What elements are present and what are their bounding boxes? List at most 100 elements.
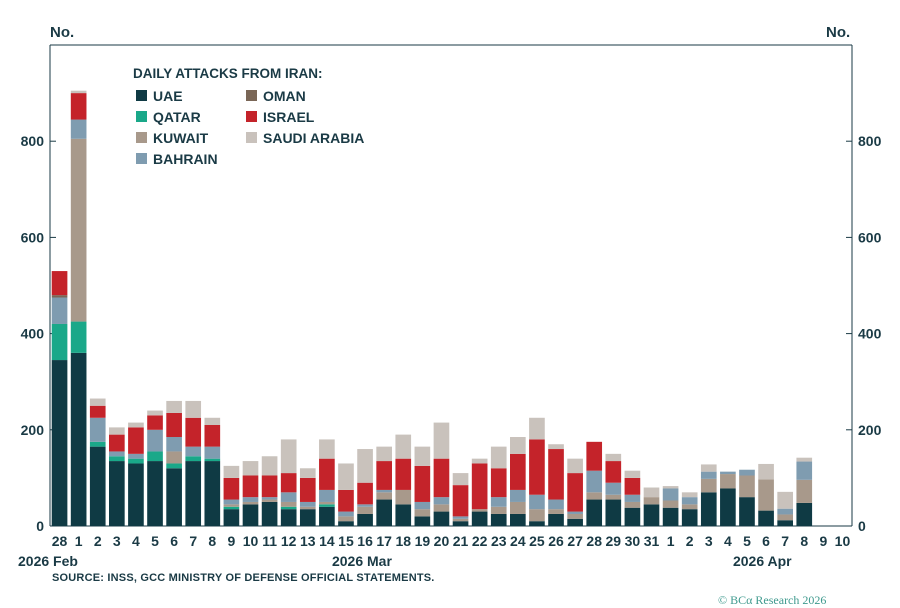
bar-segment-israel [567,473,583,512]
x-tick-label: 16 [357,533,373,549]
bar-segment-saudi-arabia [338,463,354,490]
legend-label-oman: OMAN [263,88,306,104]
x-tick-label: 9 [228,533,236,549]
bar-segment-saudi-arabia [204,417,221,425]
x-tick-label: 8 [800,533,808,549]
bar-segment-saudi-arabia [777,491,793,509]
bar-segment-saudi-arabia [89,398,106,406]
bar-segment-kuwait [280,501,297,507]
bar-segment-kuwait [529,509,545,522]
legend-label-israel: ISRAEL [263,109,315,125]
legend-label-saudi-arabia: SAUDI ARABIA [263,130,364,146]
bar-segment-kuwait [242,501,259,505]
x-tick-label: 2 [94,533,102,549]
bar-segment-bahrain [70,119,87,139]
bar-segment-kuwait [796,479,813,503]
bar-segment-oman [51,295,68,298]
bar-segment-bahrain [567,511,583,514]
bar-segment-saudi-arabia [299,468,316,478]
x-tick-label: 11 [262,533,277,549]
bar-segment-kuwait [586,492,603,500]
bar-segment-israel [319,458,335,490]
source-note: SOURCE: INSS, GCC MINISTRY OF DEFENSE OF… [52,572,435,584]
bar-segment-uae [681,509,698,526]
bar-segment-bahrain [586,470,603,493]
y-axis-title-left: No. [50,24,75,41]
bar-segment-saudi-arabia [433,422,450,459]
bar-segment-qatar [147,451,163,462]
bar-segment-saudi-arabia [490,446,507,469]
bar-segment-bahrain [299,501,316,507]
bar-segment-bahrain [624,494,641,502]
y-tick-label-right: 200 [858,422,882,438]
bar-segment-bahrain [357,504,373,507]
bar-segment-qatar [319,504,335,507]
x-tick-label: 17 [376,533,392,549]
bar-segment-saudi-arabia [185,400,202,418]
x-tick-label: 5 [743,533,751,549]
bar-segment-saudi-arabia [109,427,125,435]
bar-segment-qatar [223,506,240,510]
bar-segment-uae [700,492,717,526]
bar-segment-kuwait [700,478,717,493]
x-tick-label: 4 [132,533,140,549]
bar-segment-saudi-arabia [376,446,392,462]
bar-segment-uae [643,504,660,526]
bar-segment-uae [471,511,488,526]
bar-segment-israel [548,449,564,500]
bar-segment-uae [758,510,774,526]
bar-segment-bahrain [280,492,297,502]
x-tick-label: 5 [151,533,159,549]
x-tick-label: 18 [395,533,411,549]
bar-segment-uae [510,513,526,526]
bar-segment-israel [166,412,182,438]
bar-segment-israel [452,485,469,517]
bar-segment-kuwait [223,504,240,507]
bar-segment-israel [109,434,125,452]
bar-segment-kuwait [471,509,488,512]
x-tick-label: 28 [586,533,602,549]
bar-segment-bahrain [89,417,106,442]
bar-segment-kuwait [319,501,335,505]
bar-segment-qatar [204,458,221,462]
bar-segment-saudi-arabia [643,487,660,498]
bar-segment-kuwait [605,494,622,500]
bar-segment-qatar [185,456,202,462]
bar-segment-israel [433,458,450,498]
bar-segment-bahrain [510,489,526,502]
bar-segment-bahrain [662,488,679,501]
legend-label-bahrain: BAHRAIN [153,151,218,167]
bar-segment-saudi-arabia [280,439,297,474]
bar-segment-saudi-arabia [261,456,278,476]
bar-segment-uae [319,506,335,526]
y-tick-label-right: 800 [858,133,882,149]
bar-segment-bahrain [185,446,202,457]
bar-segment-bahrain [261,497,278,500]
bar-segment-saudi-arabia [662,486,679,489]
bar-segment-kuwait [70,138,87,322]
x-tick-label: 20 [434,533,450,549]
bar-segment-saudi-arabia [223,465,240,478]
x-tick-label: 10 [835,533,851,549]
bar-segment-uae [166,468,182,526]
bar-segment-israel [376,461,392,490]
bar-segment-israel [510,453,526,490]
x-tick-label: 29 [606,533,622,549]
bar-segment-bahrain [128,453,144,459]
y-tick-label-left: 200 [21,422,45,438]
bar-segment-kuwait [414,509,431,517]
bar-segment-kuwait [261,499,278,502]
x-tick-label: 25 [529,533,545,549]
x-tick-label: 10 [243,533,259,549]
x-tick-label: 2 [686,533,694,549]
bar-segment-bahrain [548,499,564,510]
bar-segment-kuwait [433,504,450,512]
bar-segment-uae [147,461,163,526]
bar-segment-uae [242,504,259,526]
y-tick-label-right: 0 [858,518,866,534]
bar-segment-israel [70,93,87,120]
bar-segment-kuwait [662,500,679,508]
x-tick-label: 3 [705,533,713,549]
